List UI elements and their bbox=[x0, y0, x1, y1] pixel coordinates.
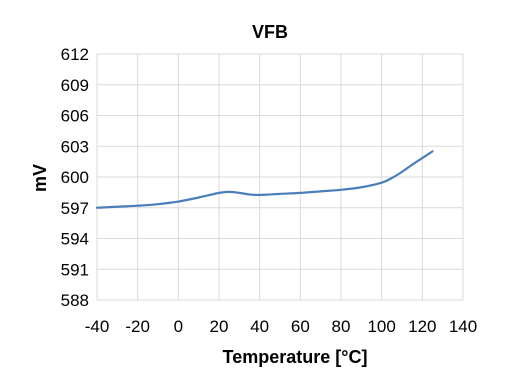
x-tick-label: 20 bbox=[210, 317, 229, 336]
y-tick-label: 606 bbox=[61, 107, 89, 126]
x-tick-label: 80 bbox=[332, 317, 351, 336]
x-tick-label: 120 bbox=[408, 317, 436, 336]
x-axis-title: Temperature [°C] bbox=[223, 347, 368, 367]
x-tick-label: 140 bbox=[449, 317, 477, 336]
x-tick-label: -20 bbox=[125, 317, 150, 336]
y-tick-label: 597 bbox=[61, 199, 89, 218]
y-tick-label: 612 bbox=[61, 45, 89, 64]
chart-title: VFB bbox=[252, 22, 288, 42]
series-group bbox=[95, 150, 434, 209]
x-tick-label: 40 bbox=[250, 317, 269, 336]
y-tick-label: 594 bbox=[61, 230, 89, 249]
plot-area bbox=[96, 53, 464, 301]
series-line bbox=[95, 150, 434, 209]
y-tick-label: 588 bbox=[61, 291, 89, 310]
y-axis: 588 591 594 597 600 603 606 609 612 bbox=[61, 45, 89, 310]
grid bbox=[96, 53, 464, 301]
y-tick-label: 591 bbox=[61, 260, 89, 279]
y-axis-title: mV bbox=[30, 164, 50, 192]
x-tick-label: 100 bbox=[367, 317, 395, 336]
x-axis: -40 -20 0 20 40 60 80 100 120 140 bbox=[85, 317, 477, 336]
y-tick-label: 603 bbox=[61, 137, 89, 156]
x-tick-label: 0 bbox=[174, 317, 183, 336]
x-tick-label: 60 bbox=[291, 317, 310, 336]
y-tick-label: 600 bbox=[61, 168, 89, 187]
x-tick-label: -40 bbox=[85, 317, 110, 336]
y-tick-label: 609 bbox=[61, 76, 89, 95]
